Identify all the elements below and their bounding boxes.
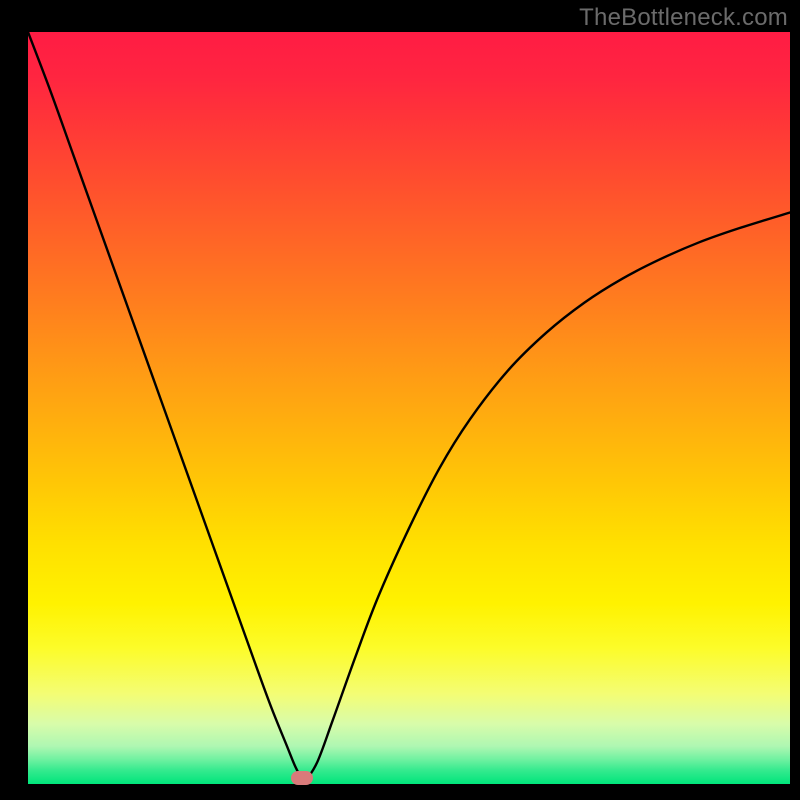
optimum-marker [291,771,313,785]
plot-frame [28,32,790,784]
watermark-text: TheBottleneck.com [579,4,788,32]
chart-stage: TheBottleneck.com [0,0,800,800]
plot-background [28,32,790,784]
